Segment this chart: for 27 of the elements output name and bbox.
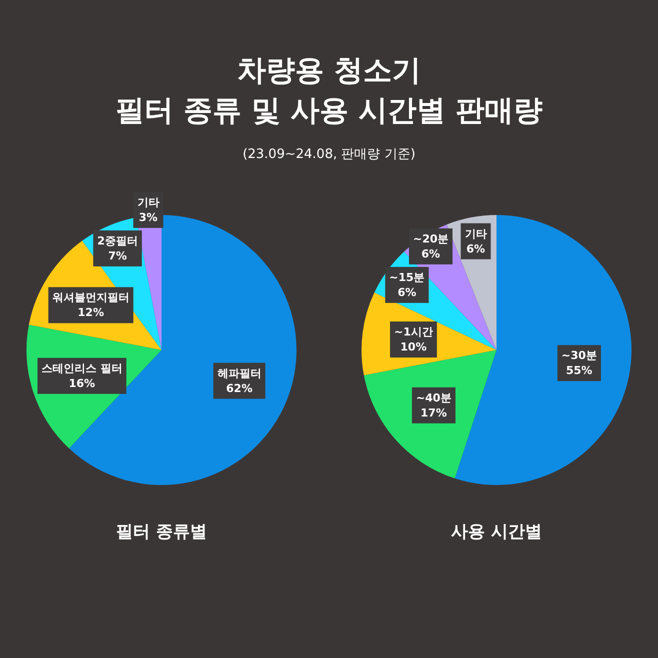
slice-label: ~20분 <box>412 232 449 246</box>
slice-label: 2중필터 <box>97 234 138 248</box>
slice-label: 기타 <box>137 196 160 209</box>
text: 차량용 청소기 필터 종류 및 사용 시간별 판매량 <box>115 53 543 127</box>
data-label: 7% <box>108 249 127 262</box>
slice-label: 스테인리스 필터 <box>41 362 122 375</box>
slice-label: 헤파필터 <box>217 366 262 380</box>
data-label: 6% <box>466 242 486 256</box>
data-label: 3% <box>138 210 158 224</box>
slice-label: 기타 <box>464 227 487 240</box>
data-label: 62% <box>226 382 252 395</box>
data-label: 6% <box>421 247 440 260</box>
data-label: 55% <box>566 364 592 378</box>
data-label: 16% <box>68 376 96 390</box>
slice-label: 워셔블먼지필터 <box>52 291 130 304</box>
data-label: 10% <box>400 340 427 354</box>
slice-label: ~1시간 <box>394 326 433 339</box>
data-label: 12% <box>78 306 104 320</box>
data-label: 17% <box>420 406 447 420</box>
slice-label: ~30분 <box>561 349 597 362</box>
slice-label: ~15분 <box>389 270 425 284</box>
text: 필터 종류별 <box>116 522 207 542</box>
slice-label: ~40분 <box>416 391 452 404</box>
text: (23.09~24.08, 판매량 기준) <box>242 147 416 162</box>
data-label: 6% <box>398 286 416 299</box>
pie-slice <box>454 215 632 485</box>
text: 사용 시간별 <box>451 522 542 542</box>
